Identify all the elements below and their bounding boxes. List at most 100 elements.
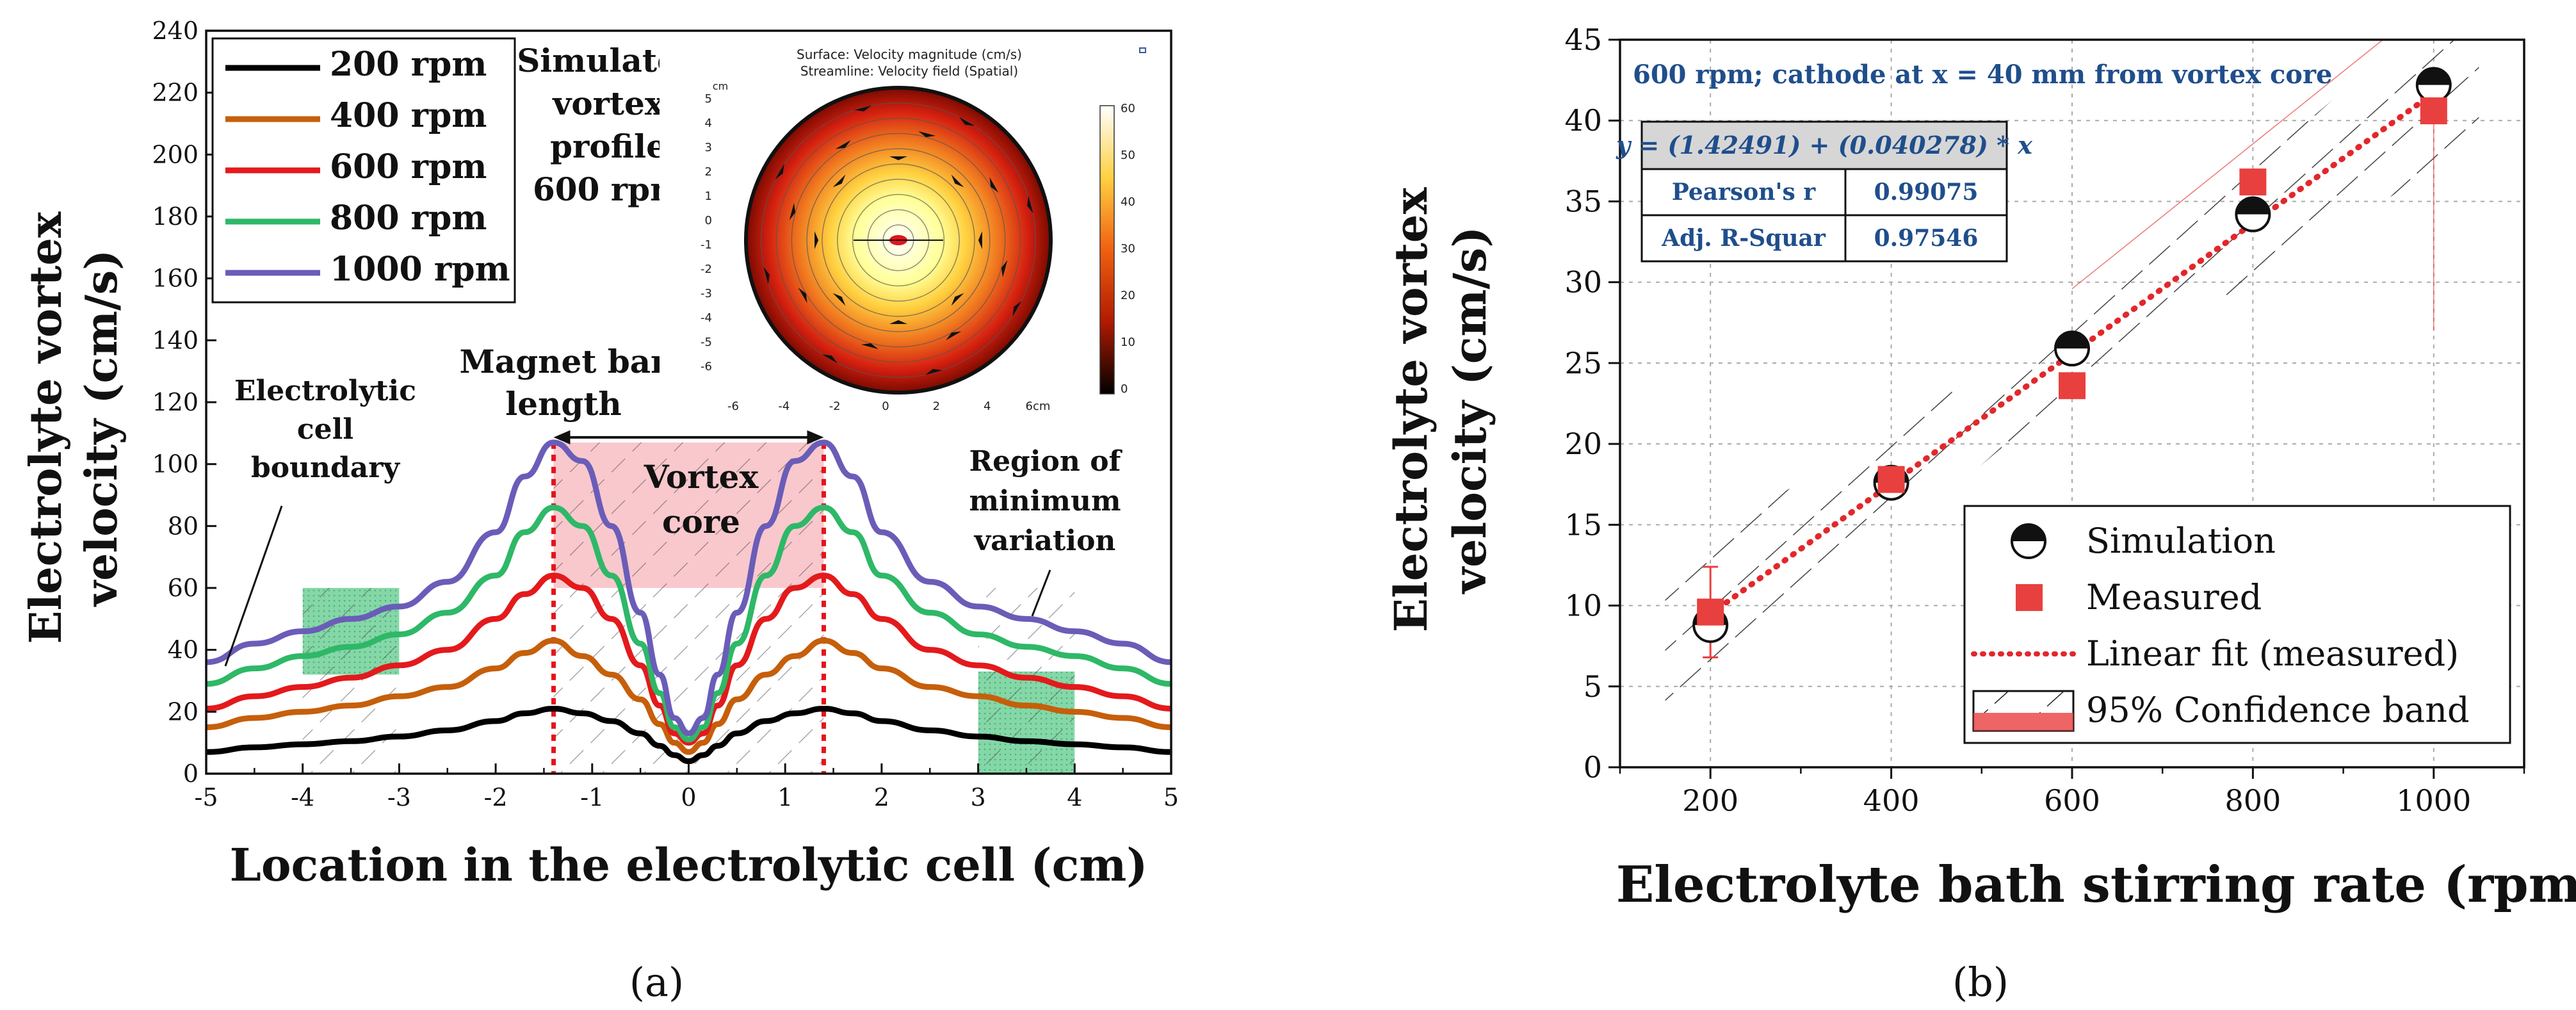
panel-label-b: (b) — [1952, 959, 2009, 1006]
annotation-cell-0: Electrolytic — [234, 375, 416, 407]
inset-x-tick: 6cm — [1026, 400, 1051, 413]
y-axis-title-b-line2: velocity (cm/s) — [1443, 227, 1496, 595]
annotation-region-2: variation — [974, 525, 1116, 557]
x-tick-label-b: 200 — [1682, 783, 1738, 818]
annotation-vortex-0: Vortex — [644, 458, 759, 496]
y-tick-label-a: 160 — [152, 265, 198, 293]
x-axis-title-b: Electrolyte bath stirring rate (rpm) — [1616, 856, 2576, 914]
x-tick-label-b: 400 — [1863, 783, 1920, 818]
annotation-region-1: minimum — [969, 485, 1121, 517]
y-tick-label-a: 200 — [152, 140, 198, 168]
inset-y-tick: -5 — [701, 336, 712, 349]
y-tick-label-a: 220 — [152, 79, 198, 107]
inset-streamline — [822, 163, 975, 317]
legend-label-3: 800 rpm — [330, 199, 487, 238]
chart-title-b: 600 rpm; cathode at x = 40 mm from vorte… — [1633, 60, 2333, 90]
inset-arrow — [951, 174, 964, 188]
inset-y-tick: -4 — [701, 311, 712, 325]
fit-table-row — [1640, 168, 2008, 216]
legend-label-fit: Linear fit (measured) — [2086, 633, 2459, 674]
inset-arrow — [951, 293, 964, 306]
inset-arrow — [889, 320, 907, 324]
legend-band-swatch-hatch — [1973, 691, 2073, 713]
inset-x-tick: 4 — [984, 400, 991, 413]
inset-arrow — [1012, 300, 1022, 317]
inset-streamline — [791, 133, 1006, 348]
annotation-simulated-1: vortex — [552, 85, 665, 122]
x-tick-label-a: -4 — [291, 783, 314, 811]
series-line-600-rpm — [206, 573, 1171, 746]
x-tick-label-a: 5 — [1163, 783, 1179, 811]
inset-arrow — [835, 140, 851, 149]
y-tick-label-b: 40 — [1564, 103, 1602, 138]
legend-label-measured: Measured — [2086, 577, 2262, 617]
y-tick-label-b: 25 — [1564, 346, 1602, 380]
magnet-arrow-left-head — [553, 430, 571, 444]
y-tick-label-a: 140 — [152, 326, 198, 354]
inset-arrow — [775, 163, 784, 180]
annotation-vortex-1: core — [662, 503, 740, 541]
measured-point — [1877, 466, 1905, 493]
measured-point — [1697, 598, 1724, 626]
legend-label-1: 400 rpm — [330, 96, 487, 135]
fit-equation: y = (1.42491) + (0.040278) * x — [1616, 131, 2033, 159]
annotation-simulated-3: 600 rpm — [533, 170, 684, 208]
legend-measured-marker — [2016, 584, 2043, 611]
inset-arrow — [854, 105, 872, 111]
y-tick-label-b: 30 — [1564, 265, 1602, 300]
legend-label-2: 600 rpm — [330, 147, 487, 186]
inset-arrow — [989, 177, 999, 193]
x-tick-label-b: 600 — [2044, 783, 2100, 818]
fit-table-header — [1640, 120, 2008, 170]
annotation-magnet-0: Magnet bar — [459, 343, 668, 380]
x-tick-label-a: 1 — [777, 783, 793, 811]
y-tick-label-b: 35 — [1564, 184, 1602, 218]
fit-line — [1698, 83, 2446, 624]
inset-x-tick: -2 — [829, 400, 841, 413]
inset-y-tick: 0 — [705, 214, 712, 227]
legend-label-band: 95% Confidence band — [2086, 690, 2470, 730]
y-tick-label-b: 0 — [1584, 750, 1602, 785]
panel-label-a: (a) — [629, 959, 684, 1006]
inset-y-tick: -3 — [701, 287, 712, 300]
inset-arrow — [1027, 196, 1033, 214]
y-tick-label-a: 80 — [168, 512, 198, 540]
fit-row-label: Pearson's r — [1672, 179, 1817, 206]
x-tick-label-b: 1000 — [2396, 783, 2471, 818]
legend-label-4: 1000 rpm — [330, 250, 510, 289]
inset-y-tick: 1 — [705, 190, 712, 203]
x-tick-label-a: 4 — [1067, 783, 1082, 811]
x-tick-label-a: -2 — [484, 783, 508, 811]
inset-title-2: Streamline: Velocity field (Spatial) — [800, 63, 1018, 79]
simulation-point-fill — [2055, 332, 2089, 349]
panel-b: 200 400 600 800 1000 0 5 10 15 20 25 30 35 40 45 Electr… — [1384, 22, 2576, 1006]
x-tick-label-a: -3 — [387, 783, 411, 811]
x-tick-label-a: 3 — [971, 783, 986, 811]
inset-y-tick: 2 — [705, 165, 712, 179]
x-tick-label-a: -1 — [580, 783, 604, 811]
y-tick-label-a: 100 — [152, 450, 198, 478]
inset-y-tick: 3 — [705, 141, 712, 154]
series-line-1000-rpm — [206, 439, 1171, 737]
y-tick-label-b: 20 — [1564, 427, 1602, 461]
inset-arrow — [814, 231, 819, 249]
inset-y-tick: 4 — [705, 117, 712, 130]
prediction-line-upper — [2071, 40, 2384, 289]
inset-streamline — [852, 193, 945, 287]
annotation-magnet-1: length — [505, 385, 622, 423]
inset-colorbar-tick: 10 — [1121, 336, 1135, 349]
inset-arrow — [832, 293, 846, 306]
inset-x-tick: 0 — [882, 400, 889, 413]
series-line-200-rpm — [206, 706, 1171, 765]
inset-streamline — [775, 117, 1021, 363]
inset-colorbar-tick: 40 — [1121, 195, 1135, 209]
series-group — [206, 439, 1171, 765]
y-tick-label-a: 180 — [152, 202, 198, 231]
inset-arrow — [789, 202, 796, 220]
y-axis-title-b-line1: Electrolyte vortex — [1384, 187, 1438, 633]
inset-vortex-plot: Surface: Velocity magnitude (cm/s)Stream… — [660, 42, 1159, 419]
inset-x-tick: 2 — [933, 400, 940, 413]
inset-y-tick: -1 — [701, 238, 712, 252]
inset-arrow — [763, 266, 770, 284]
legend-label-0: 200 rpm — [330, 45, 487, 84]
